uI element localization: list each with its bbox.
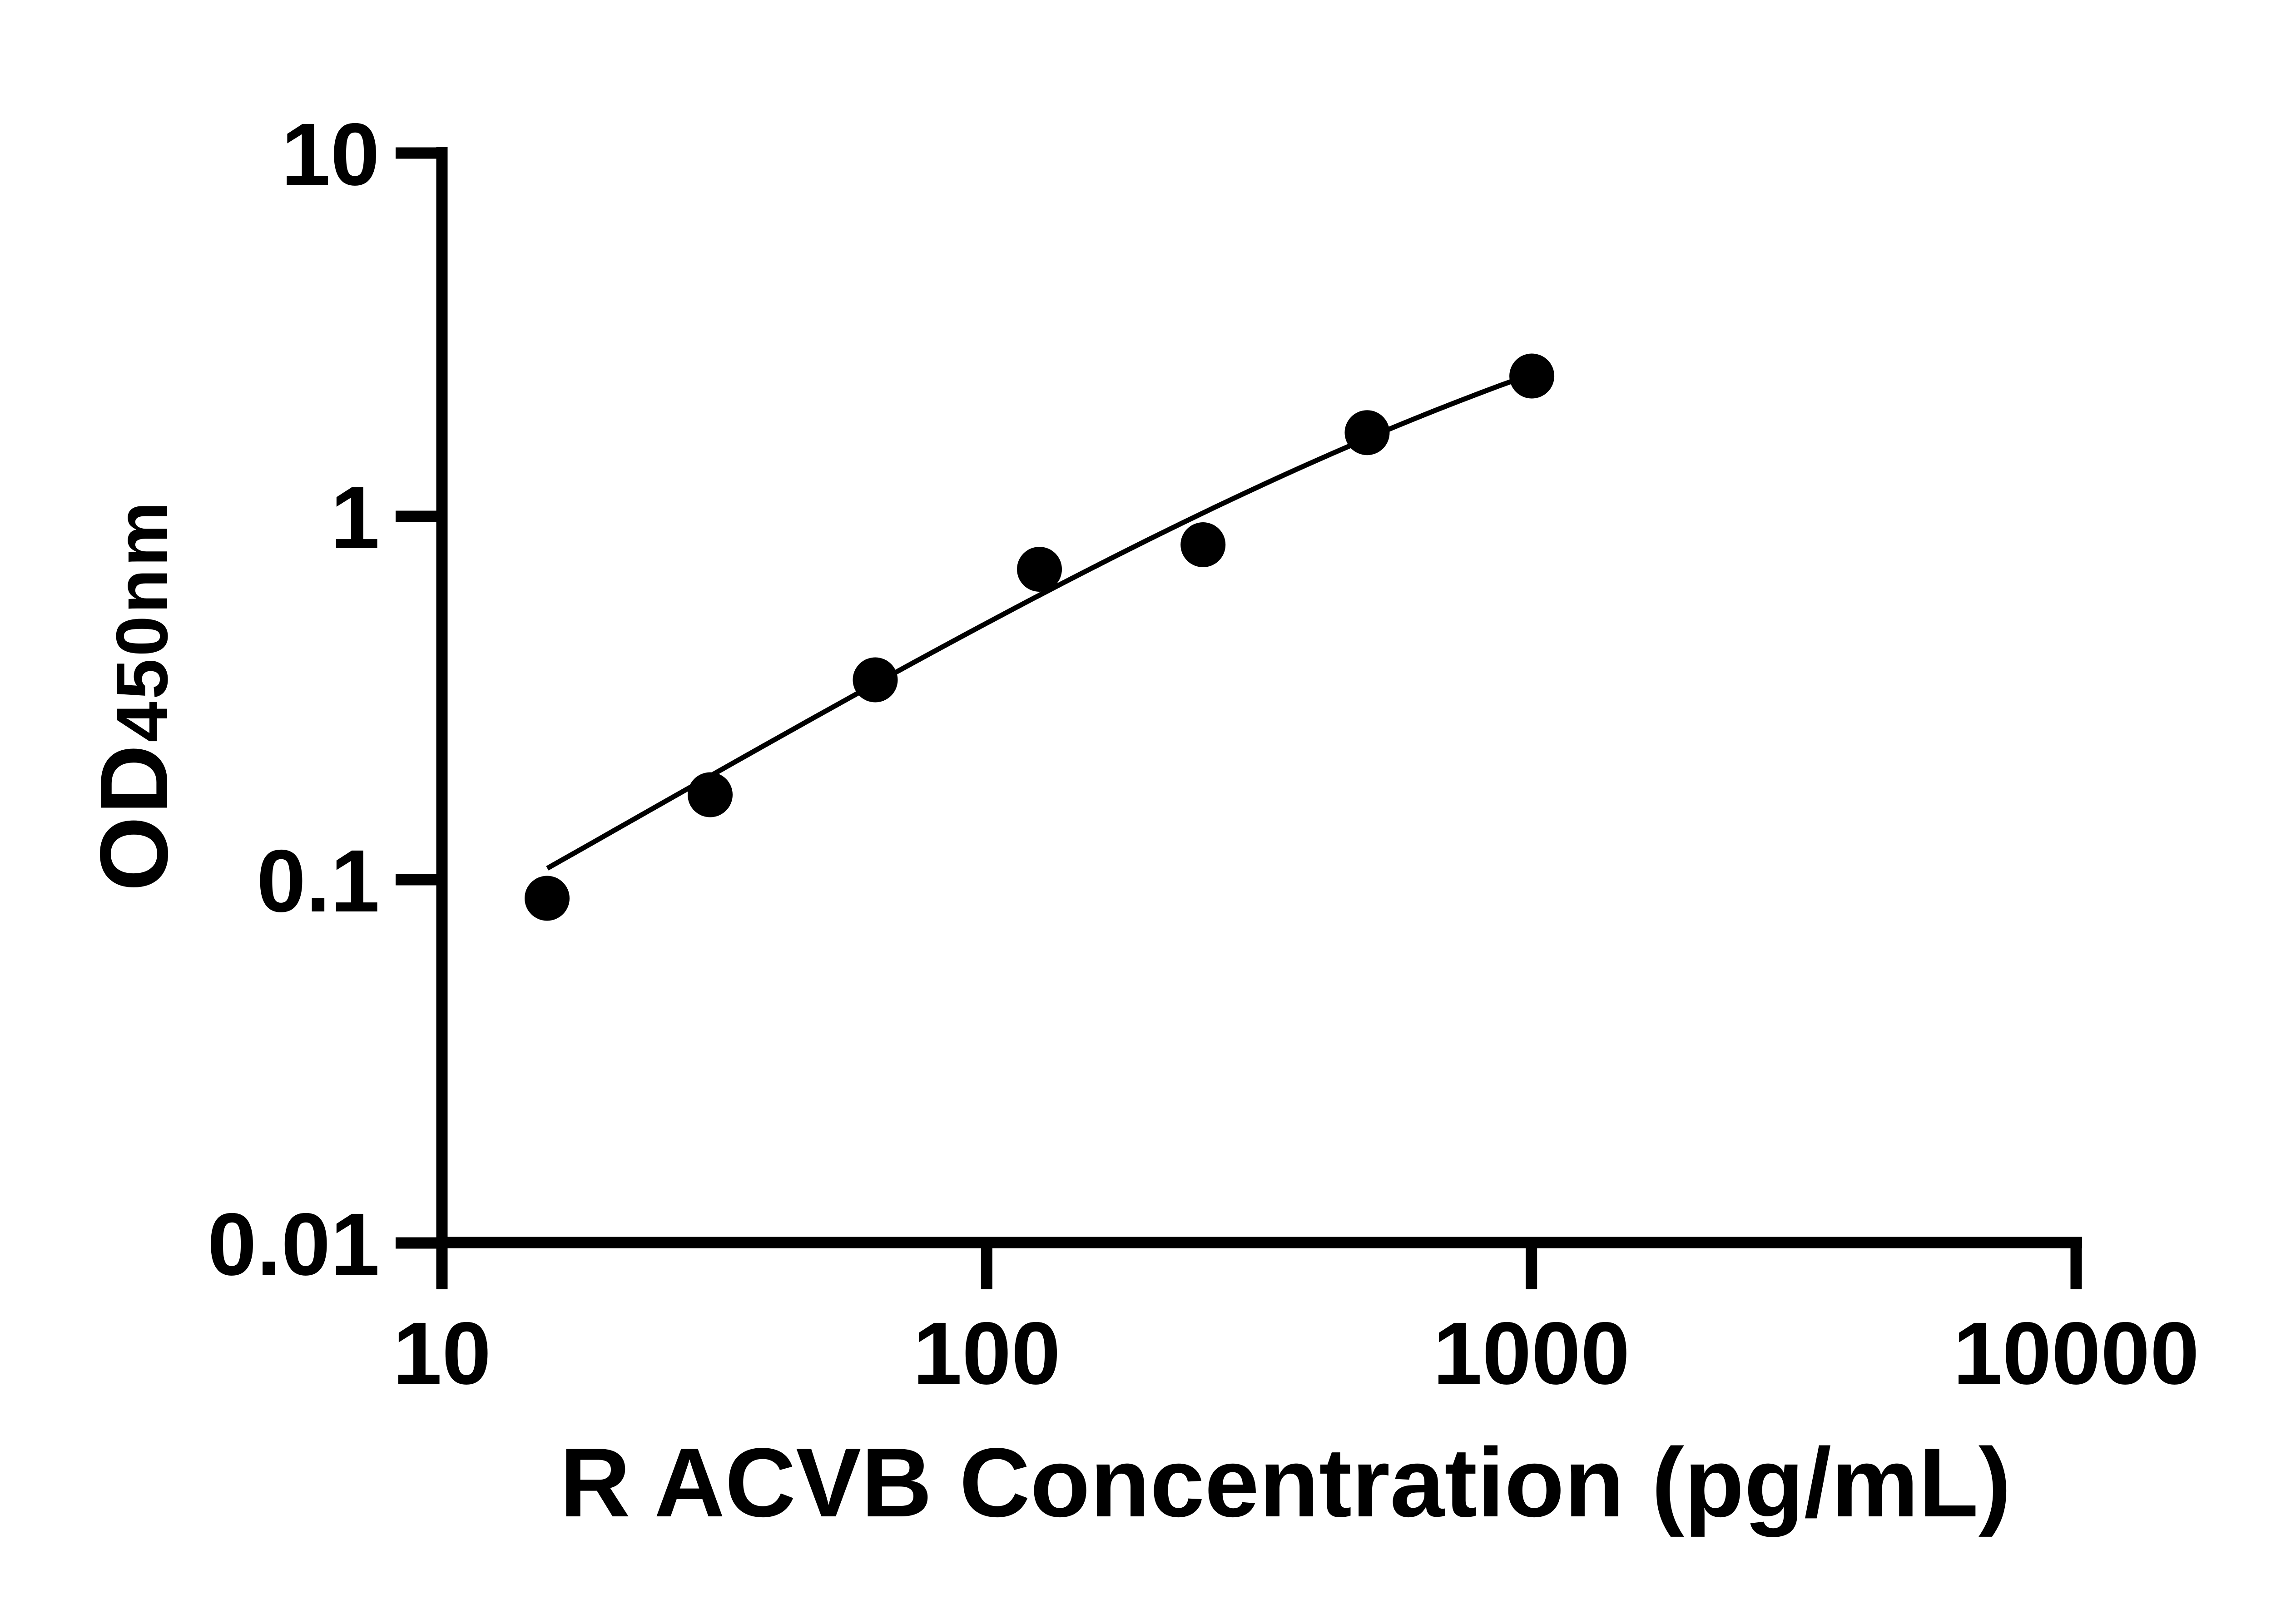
svg-text:R ACVB Concentration (pg/mL): R ACVB Concentration (pg/mL) (560, 1427, 2011, 1537)
svg-text:10000: 10000 (1953, 1304, 2199, 1403)
svg-text:10: 10 (281, 105, 380, 204)
svg-text:10: 10 (393, 1304, 491, 1403)
svg-text:1000: 1000 (1433, 1304, 1630, 1403)
svg-text:0.1: 0.1 (257, 832, 380, 931)
svg-text:1: 1 (331, 468, 380, 567)
svg-text:100: 100 (913, 1304, 1061, 1403)
svg-text:0.01: 0.01 (207, 1195, 380, 1294)
